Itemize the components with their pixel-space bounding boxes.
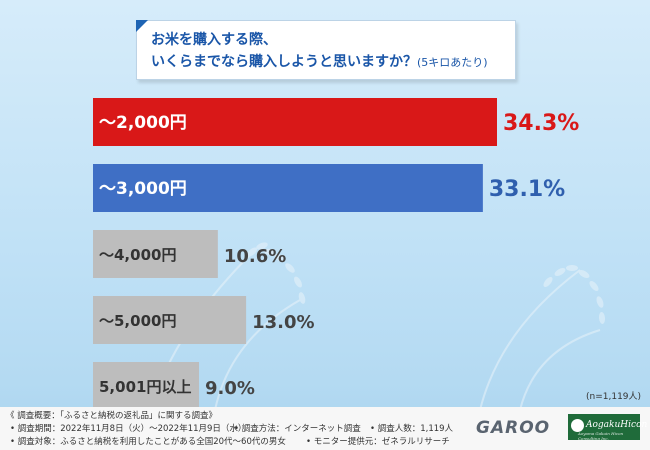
aogaku-logo-text: AogakuHicon <box>586 420 648 430</box>
corner-accent-icon <box>136 20 148 32</box>
value-label-5: 9.0% <box>205 378 255 399</box>
value-label-4: 13.0% <box>252 312 314 333</box>
category-label-5: 5,001円以上 <box>99 378 191 396</box>
value-label-3: 10.6% <box>224 246 286 267</box>
survey-period: • 調査期間：2022年11月8日（火）～2022年11月9日（水） <box>10 424 247 434</box>
value-label-2: 33.1% <box>489 177 565 202</box>
value-label-1: 34.3% <box>503 111 579 136</box>
sample-size-note: (n=1,119人) <box>586 391 641 402</box>
survey-provider: • モニター提供元：ゼネラルリサーチ <box>306 437 450 447</box>
bar-5 <box>93 362 200 407</box>
category-label-4: ～5,000円 <box>99 312 176 330</box>
survey-title: 《 調査概要：「ふるさと納税の返礼品」に関する調査》 <box>6 411 217 421</box>
bar-2 <box>93 164 483 212</box>
category-label-3: ～4,000円 <box>99 246 176 264</box>
question-line-1: お米を購入する際、 <box>151 32 277 48</box>
survey-method: • 調査方法：インターネット調査 <box>234 424 361 434</box>
garoo-logo: GAROO <box>476 418 551 438</box>
category-label-2: ～3,000円 <box>99 179 187 199</box>
bar-1 <box>93 98 497 146</box>
bar-4 <box>93 296 247 344</box>
category-label-1: ～2,000円 <box>99 113 187 133</box>
survey-target: • 調査対象：ふるさと納税を利用したことがある全国20代～60代の男女 <box>10 437 286 447</box>
aogaku-logo-subtext: Aoyama Gakuin Hicon Consulting Inc. <box>578 431 624 441</box>
survey-count: • 調査人数：1,119人 <box>370 424 454 434</box>
survey-footer: 《 調査概要：「ふるさと納税の返礼品」に関する調査》 • 調査期間：2022年1… <box>0 407 650 450</box>
question-line-2-text: いくらまでなら購入しようと思いますか？ <box>151 54 417 70</box>
bar-3 <box>93 230 218 278</box>
question-line-2: いくらまでなら購入しようと思いますか？(5キロあたり) <box>151 51 488 71</box>
aogaku-logo: AogakuHicon Aoyama Gakuin Hicon Consulti… <box>568 414 647 441</box>
question-box: お米を購入する際、 いくらまでなら購入しようと思いますか？(5キロあたり) <box>136 20 516 80</box>
bar-chart: ～2,000円 34.3% ～3,000円 33.1% ～4,000円 10.6% ～5,0… <box>93 98 641 407</box>
question-note: (5キロあたり) <box>417 56 488 69</box>
aogaku-emblem-icon <box>571 419 584 432</box>
